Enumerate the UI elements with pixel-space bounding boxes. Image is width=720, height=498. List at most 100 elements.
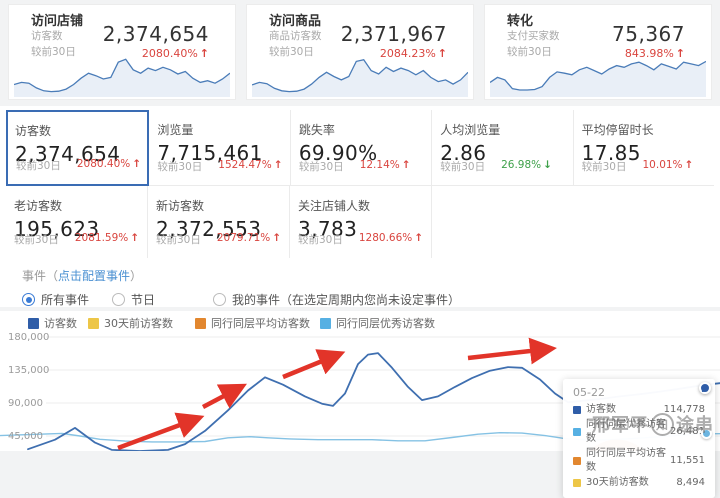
metric-value: 69.90%	[298, 141, 378, 165]
metric-cell-views-per-visitor[interactable]: 人均浏览量 2.86 较前30日 26.98% ↓	[432, 110, 574, 186]
compare-label: 较前30日	[156, 234, 201, 246]
change-percent: 1280.66%	[358, 232, 413, 244]
sparkline-chart	[490, 60, 706, 97]
compare-label: 较前30日	[14, 234, 59, 246]
series-swatch-icon	[573, 478, 581, 487]
metric-label: 老访客数	[14, 199, 63, 213]
up-arrow-icon: ↑	[273, 159, 283, 171]
tooltip-value: 11,551	[670, 454, 705, 466]
tooltip-label: 同行同层优秀访客数	[586, 418, 666, 445]
y-axis-tick: 135,000	[8, 365, 50, 376]
radio-on-icon[interactable]	[22, 293, 35, 306]
tooltip-label: 访客数	[586, 404, 616, 415]
compare-label: 较前30日	[269, 46, 314, 58]
card-shop-visits[interactable]: 访问店铺 访客数 较前30日 2,374,654 2080.40% ↑	[8, 4, 236, 100]
metric-value: 2.86	[440, 141, 487, 165]
compare-label: 较前30日	[31, 46, 76, 58]
card-title: 访问商品	[269, 14, 322, 29]
metric-value: 3,783	[298, 217, 358, 241]
change-percent: 2080.40%	[76, 158, 131, 170]
change-percent: 843.98%	[624, 47, 674, 60]
change-percent: 1524.47%	[218, 159, 272, 171]
radio-holidays[interactable]: 节日	[112, 291, 155, 308]
metric-value: 195,623	[14, 217, 100, 241]
up-arrow-icon: ↑	[437, 47, 447, 60]
radio-label: 我的事件（在选定周期内您尚未设定事件）	[232, 293, 461, 307]
series-swatch-icon	[573, 428, 581, 436]
change-percent: 12.14%	[359, 159, 400, 171]
metric-cell-shop-followers[interactable]: 关注店铺人数 3,783 较前30日 1280.66% ↑	[290, 186, 432, 258]
radio-label: 所有事件	[41, 293, 90, 307]
chart-tooltip: 05-22 访客数 114,778 同行同层优秀访客数 26,481 同行同层平…	[563, 379, 715, 498]
metric-cell-avg-stay-time[interactable]: 平均停留时长 17.85 较前30日 10.01% ↑	[573, 110, 715, 186]
up-arrow-icon: ↑	[684, 159, 694, 171]
compare-label: 较前30日	[298, 161, 344, 173]
radio-my-events[interactable]: 我的事件（在选定周期内您尚未设定事件）	[213, 291, 460, 308]
radio-all-events[interactable]: 所有事件	[22, 291, 89, 308]
change-percent: 2079.71%	[216, 232, 271, 244]
metric-cell-bounce-rate[interactable]: 跳失率 69.90% 较前30日 12.14% ↑	[290, 110, 433, 186]
card-title: 转化	[507, 14, 534, 29]
metric-value: 75,367	[612, 22, 685, 46]
metric-value: 2,374,654	[15, 142, 121, 166]
legend-item-peer-average[interactable]: 同行同层平均访客数	[195, 315, 310, 331]
legend-item-visitors-30d-ago[interactable]: 30天前访客数	[88, 315, 173, 331]
card-product-visits[interactable]: 访问商品 商品访客数 较前30日 2,371,967 2084.23% ↑	[246, 4, 474, 100]
change-percent: 26.98%	[501, 159, 542, 171]
metric-value: 2,371,967	[340, 22, 447, 46]
compare-label: 较前30日	[581, 161, 627, 173]
legend-item-peer-excellent[interactable]: 同行同层优秀访客数	[320, 315, 435, 331]
metric-value: 2,374,654	[102, 22, 209, 46]
metric-label: 访客数	[15, 124, 52, 138]
configure-events-link[interactable]: 点击配置事件	[58, 269, 131, 283]
card-title: 访问店铺	[31, 14, 84, 29]
metric-label: 商品访客数	[269, 30, 322, 42]
analytics-dashboard: 访问店铺 访客数 较前30日 2,374,654 2080.40% ↑ 访问商品 …	[0, 0, 720, 451]
radio-label: 节日	[131, 293, 156, 307]
up-arrow-icon: ↑	[132, 158, 142, 170]
tooltip-row: 30天前访客数 8,494	[573, 476, 705, 491]
legend-swatch-icon	[28, 317, 39, 329]
change-percent: 10.01%	[642, 159, 683, 171]
tooltip-value: 26,481	[670, 425, 705, 437]
legend-label: 同行同层平均访客数	[211, 317, 310, 330]
metric-value: 7,715,461	[157, 141, 263, 165]
tooltip-value: 8,494	[676, 476, 705, 488]
events-section: 事件（点击配置事件） 所有事件 节日 我的事件（在选定周期内您尚未设定事件）	[0, 262, 720, 307]
card-conversion[interactable]: 转化 支付买家数 较前30日 75,367 843.98% ↑	[484, 4, 712, 100]
metric-value: 17.85	[581, 141, 641, 165]
radio-off-icon[interactable]	[112, 293, 126, 306]
series-swatch-icon	[573, 406, 581, 415]
metric-cell-old-visitors[interactable]: 老访客数 195,623 较前30日 2081.59% ↑	[6, 186, 148, 258]
up-arrow-icon: ↑	[414, 232, 424, 244]
metric-label: 人均浏览量	[440, 123, 501, 137]
y-axis-tick: 180,000	[8, 332, 50, 343]
legend-label: 同行同层优秀访客数	[336, 317, 435, 330]
summary-cards-row: 访问店铺 访客数 较前30日 2,374,654 2080.40% ↑ 访问商品 …	[8, 4, 712, 100]
metric-label: 跳失率	[298, 123, 335, 137]
metric-label: 访客数	[31, 30, 63, 42]
y-axis-tick: 90,000	[8, 398, 43, 409]
metric-cell-empty	[573, 186, 714, 258]
y-axis-tick: 45,000	[8, 431, 43, 442]
down-arrow-icon: ↓	[543, 159, 552, 171]
legend-swatch-icon	[195, 317, 206, 329]
metric-cell-pageviews[interactable]: 浏览量 7,715,461 较前30日 1524.47% ↑	[149, 110, 291, 186]
tooltip-label: 30天前访客数	[586, 476, 649, 488]
tooltip-date: 05-22	[573, 386, 605, 399]
up-arrow-icon: ↑	[272, 232, 282, 244]
change-percent: 2080.40%	[141, 47, 198, 60]
metric-label: 关注店铺人数	[298, 199, 371, 213]
change-percent: 2081.59%	[74, 232, 129, 244]
hover-point-marker	[699, 382, 711, 394]
radio-off-icon[interactable]	[213, 293, 227, 306]
metric-cell-new-visitors[interactable]: 新访客数 2,372,553 较前30日 2079.71% ↑	[148, 186, 290, 258]
metric-value: 2,372,553	[156, 217, 262, 241]
tooltip-row: 同行同层优秀访客数 26,481	[573, 418, 705, 447]
legend-swatch-icon	[320, 317, 331, 329]
up-arrow-icon: ↑	[130, 232, 140, 244]
legend-item-visitors[interactable]: 访客数	[28, 315, 77, 331]
chart-legend: 访客数 30天前访客数 同行同层平均访客数 同行同层优秀访客数	[28, 315, 435, 331]
metric-cell-visitors[interactable]: 访客数 2,374,654 较前30日 2080.40% ↑	[6, 110, 150, 186]
sparkline-chart	[14, 58, 230, 97]
